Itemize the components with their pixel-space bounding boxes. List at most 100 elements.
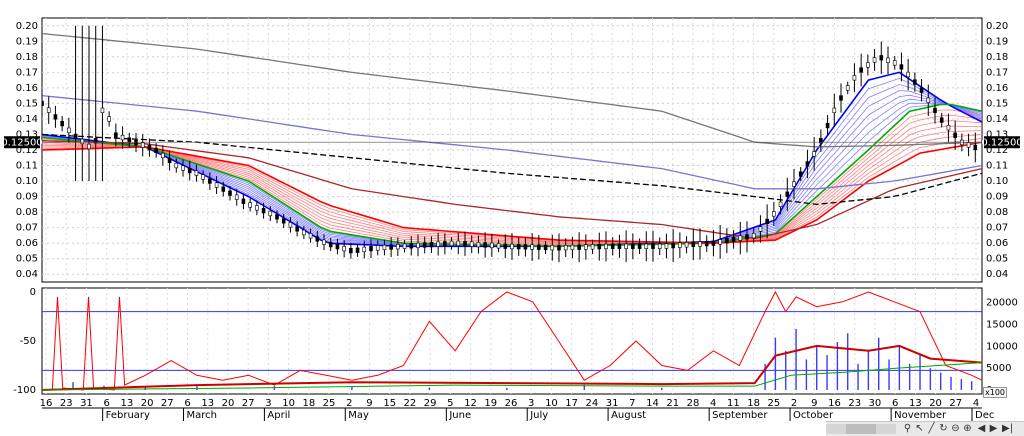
scroll-right-icon[interactable]: ▶ bbox=[989, 423, 998, 434]
date-tick-label: 22 bbox=[404, 398, 417, 409]
candle-body bbox=[261, 208, 266, 214]
indicator-tick-label-right: 20000 bbox=[986, 298, 1018, 309]
candle-body bbox=[67, 127, 71, 133]
candle-body bbox=[161, 152, 165, 159]
candle-body bbox=[402, 243, 407, 249]
current-price-label-left: 0.12500 bbox=[1, 138, 42, 149]
candle-body bbox=[718, 239, 722, 245]
cursor-icon[interactable]: ↖ bbox=[915, 423, 924, 434]
candle-body bbox=[140, 142, 145, 148]
candle-body bbox=[275, 214, 279, 220]
candle-body bbox=[798, 171, 803, 177]
candle-body bbox=[859, 67, 863, 73]
candle-body bbox=[973, 144, 978, 151]
candle-body bbox=[295, 226, 299, 232]
candle-body bbox=[369, 246, 373, 252]
candle-body bbox=[268, 210, 273, 217]
candle-body bbox=[328, 241, 333, 248]
candle-body bbox=[550, 245, 555, 251]
candle-body bbox=[825, 122, 830, 129]
candle-body bbox=[382, 244, 387, 251]
date-tick-label: 12 bbox=[464, 398, 477, 409]
zoom-in-icon[interactable]: ⊕ bbox=[963, 423, 972, 434]
candle-body bbox=[46, 107, 51, 113]
y-tick-label-right: 0.06 bbox=[986, 238, 1008, 249]
candle-body bbox=[349, 248, 353, 254]
candle-body bbox=[678, 242, 682, 248]
candle-body bbox=[208, 178, 212, 184]
y-tick-label-left: 0.20 bbox=[16, 21, 38, 32]
end-icon[interactable]: ▶| bbox=[1002, 423, 1014, 434]
candle-body bbox=[684, 242, 689, 248]
date-tick-label: 17 bbox=[565, 398, 578, 409]
indicator-tick-label-right: 5000 bbox=[986, 363, 1011, 374]
indicator-tick-label-left: -50 bbox=[20, 336, 36, 347]
line-icon[interactable]: ╱ bbox=[928, 423, 935, 434]
candle-body bbox=[516, 244, 521, 250]
scrollbar-thumb[interactable] bbox=[846, 424, 876, 434]
zoom-out-icon[interactable]: ⊖ bbox=[951, 423, 960, 434]
candle-body bbox=[355, 247, 360, 253]
candle-body bbox=[523, 244, 528, 250]
y-tick-label-right: 0.17 bbox=[986, 67, 1008, 78]
candle-body bbox=[906, 71, 910, 78]
date-tick-label: 13 bbox=[201, 398, 214, 409]
date-tick-label: 30 bbox=[869, 398, 882, 409]
date-tick-label: 16 bbox=[40, 398, 53, 409]
date-tick-label: 15 bbox=[383, 398, 396, 409]
date-tick-label: 13 bbox=[909, 398, 922, 409]
candle-body bbox=[443, 241, 447, 247]
date-tick-label: 3 bbox=[528, 398, 534, 409]
tool-icon[interactable]: ⚲ bbox=[903, 423, 912, 434]
candle-body bbox=[557, 245, 561, 251]
candle-body bbox=[456, 240, 461, 246]
candle-body bbox=[664, 243, 669, 249]
candle-body bbox=[617, 243, 622, 249]
candle-body bbox=[671, 242, 675, 249]
date-tick-label: 20 bbox=[929, 398, 942, 409]
candle-body bbox=[751, 232, 756, 239]
date-tick-label: 9 bbox=[811, 398, 817, 409]
candle-body bbox=[604, 243, 608, 250]
date-tick-label: 25 bbox=[323, 398, 336, 409]
y-tick-label-left: 0.12 bbox=[16, 145, 38, 156]
candle-body bbox=[181, 165, 185, 171]
y-tick-label-right: 0.16 bbox=[986, 83, 1008, 94]
candle-body bbox=[234, 194, 239, 200]
y-tick-label-left: 0.13 bbox=[16, 129, 38, 140]
y-tick-label-right: 0.08 bbox=[986, 207, 1008, 218]
candle-body bbox=[543, 244, 548, 251]
refresh-icon[interactable]: ↻ bbox=[939, 423, 948, 434]
candle-body bbox=[147, 145, 152, 151]
candle-body bbox=[436, 241, 440, 247]
indicator-line bbox=[42, 290, 983, 391]
date-tick-label: 18 bbox=[302, 398, 315, 409]
candle-body bbox=[396, 243, 400, 250]
date-tick-label: 29 bbox=[424, 398, 437, 409]
candle-body bbox=[201, 174, 205, 180]
y-tick-label-left: 0.11 bbox=[16, 161, 38, 172]
y-tick-label-right: 0.09 bbox=[986, 192, 1008, 203]
scroll-left-icon[interactable]: ◀ bbox=[977, 423, 986, 434]
indicator-tick-label-left: -100 bbox=[13, 385, 36, 396]
candle-body bbox=[537, 244, 541, 250]
candle-body bbox=[698, 241, 702, 247]
candle-body bbox=[845, 85, 850, 91]
month-label: March bbox=[187, 410, 217, 421]
candle-body bbox=[745, 234, 749, 240]
candle-body bbox=[174, 162, 179, 169]
candle-body bbox=[194, 170, 199, 176]
candle-body bbox=[80, 138, 85, 145]
candle-body bbox=[93, 138, 98, 144]
candle-body bbox=[637, 243, 642, 249]
date-tick-label: 19 bbox=[484, 398, 497, 409]
date-tick-label: 5 bbox=[447, 398, 453, 409]
current-price-badge-right bbox=[984, 136, 1020, 149]
candle-body bbox=[570, 244, 575, 251]
candle-body bbox=[53, 114, 58, 120]
date-tick-label: 10 bbox=[282, 398, 295, 409]
candle-body bbox=[966, 142, 971, 148]
y-tick-label-left: 0.19 bbox=[16, 36, 38, 47]
